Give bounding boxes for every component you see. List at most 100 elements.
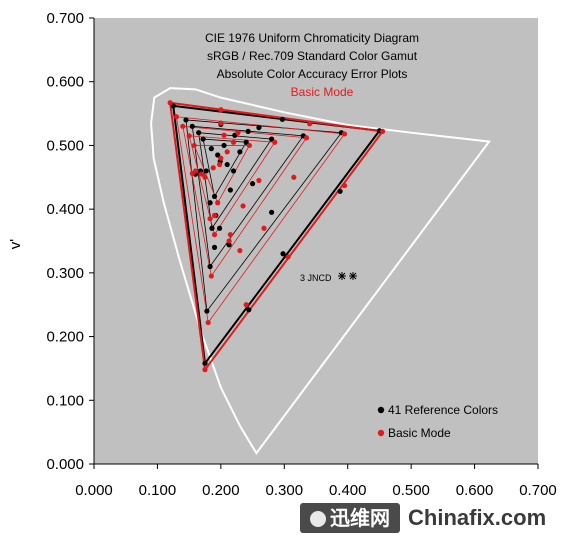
- legend-label-mode: Basic Mode: [388, 426, 451, 440]
- mode-point: [303, 135, 310, 141]
- reference-point: [203, 168, 209, 174]
- y-tick-label: 0.700: [46, 10, 84, 27]
- reference-triangle-4: [202, 138, 247, 198]
- mode-point: [285, 254, 291, 260]
- x-tick-label: 0.200: [202, 482, 240, 499]
- mode-point: [226, 238, 232, 244]
- reference-point: [226, 242, 232, 248]
- mode-point: [205, 319, 211, 326]
- reference-point: [249, 181, 256, 187]
- watermark-text: Chinafix.com: [408, 505, 547, 530]
- x-tick-label: 0.100: [139, 482, 177, 499]
- reference-point: [337, 188, 343, 194]
- reference-triangle-0: [172, 104, 382, 366]
- mode-point: [341, 131, 348, 137]
- mode-point: [341, 182, 348, 189]
- mode-triangle-1: [175, 116, 346, 324]
- mode-point: [186, 133, 192, 139]
- legend-label-reference: 41 Reference Colors: [388, 403, 498, 417]
- mode-point: [167, 100, 173, 106]
- mode-point: [207, 216, 213, 222]
- mode-point: [210, 165, 216, 171]
- mode-point: [230, 139, 237, 145]
- axes: 0.000 0.100 0.200 0.300 0.400 0.500 0.600 0.700…: [46, 10, 556, 499]
- mode-point: [291, 174, 297, 180]
- y-tick-label: 0.600: [46, 74, 84, 91]
- mode-point: [221, 132, 227, 138]
- reference-point: [256, 124, 262, 131]
- mode-points: [167, 100, 386, 373]
- spectral-locus-outline: [150, 87, 492, 455]
- reference-point: [202, 360, 208, 366]
- x-tick-label: 0.700: [519, 482, 557, 499]
- reference-point: [269, 136, 275, 142]
- reference-point: [237, 149, 243, 155]
- legend-marker-mode: [377, 429, 385, 437]
- jncd-marker: [338, 272, 357, 280]
- y-tick-label: 0.300: [46, 265, 84, 282]
- reference-point: [170, 103, 176, 109]
- reference-point: [183, 117, 189, 123]
- mode-point: [243, 302, 249, 308]
- mode-point: [208, 273, 214, 279]
- y-tick-label: 0.500: [46, 137, 84, 154]
- reference-point: [245, 128, 251, 135]
- reference-point: [211, 244, 218, 250]
- reference-point: [207, 263, 213, 270]
- mode-point: [224, 149, 230, 155]
- legend: 41 Reference Colors Basic Mode: [377, 403, 498, 440]
- mode-point: [218, 107, 224, 113]
- reference-point: [189, 123, 195, 129]
- mode-point: [202, 174, 208, 180]
- mode-point: [173, 114, 180, 120]
- reference-point: [209, 225, 215, 231]
- plot-area: [94, 18, 538, 464]
- reference-point: [215, 152, 221, 158]
- reference-point: [230, 168, 237, 174]
- spectral-locus: [150, 87, 492, 455]
- reference-point: [243, 139, 249, 145]
- reference-point: [221, 142, 227, 149]
- mode-point: [240, 203, 246, 209]
- watermark-logo: 迅维网: [300, 503, 400, 533]
- y-axis-label: v': [7, 239, 24, 250]
- x-tick-label: 0.300: [266, 482, 304, 499]
- mode-point: [235, 130, 241, 136]
- reference-point: [200, 136, 206, 142]
- reference-point: [204, 308, 210, 314]
- mode-point: [237, 247, 243, 254]
- reference-point: [208, 146, 214, 152]
- reference-point: [227, 187, 233, 193]
- x-tick-label: 0.400: [329, 482, 367, 499]
- mode-triangle-0: [168, 101, 385, 373]
- mode-point: [218, 120, 224, 126]
- mode-point: [216, 161, 223, 168]
- mode-triangle-3: [188, 135, 276, 236]
- mode-label: Basic Mode: [291, 85, 354, 99]
- reference-point: [196, 130, 202, 136]
- y-tick-label: 0.100: [46, 392, 84, 409]
- y-tick-label: 0.000: [46, 456, 84, 473]
- reference-point: [207, 200, 213, 206]
- x-tick-label: 0.000: [75, 482, 113, 499]
- jncd-annotation: 3 JNCD: [300, 273, 332, 283]
- legend-marker-reference: [377, 406, 385, 414]
- reference-point: [216, 225, 223, 231]
- reference-point: [269, 209, 275, 215]
- title-line-2: sRGB / Rec.709 Standard Color Gamut: [207, 49, 418, 63]
- mode-point: [246, 142, 252, 149]
- x-tick-label: 0.500: [392, 482, 430, 499]
- watermark-mark-icon: [310, 511, 326, 527]
- mode-point: [191, 142, 197, 149]
- mode-point: [192, 168, 199, 174]
- mode-triangles: [168, 101, 385, 373]
- reference-point: [211, 193, 218, 199]
- mode-point: [211, 232, 218, 238]
- reference-triangle-1: [185, 119, 343, 313]
- reference-point: [280, 251, 286, 257]
- title-line-3: Absolute Color Accuracy Error Plots: [217, 67, 408, 81]
- reference-point: [246, 307, 252, 313]
- mode-point: [256, 177, 262, 184]
- mode-triangle-2: [182, 125, 308, 278]
